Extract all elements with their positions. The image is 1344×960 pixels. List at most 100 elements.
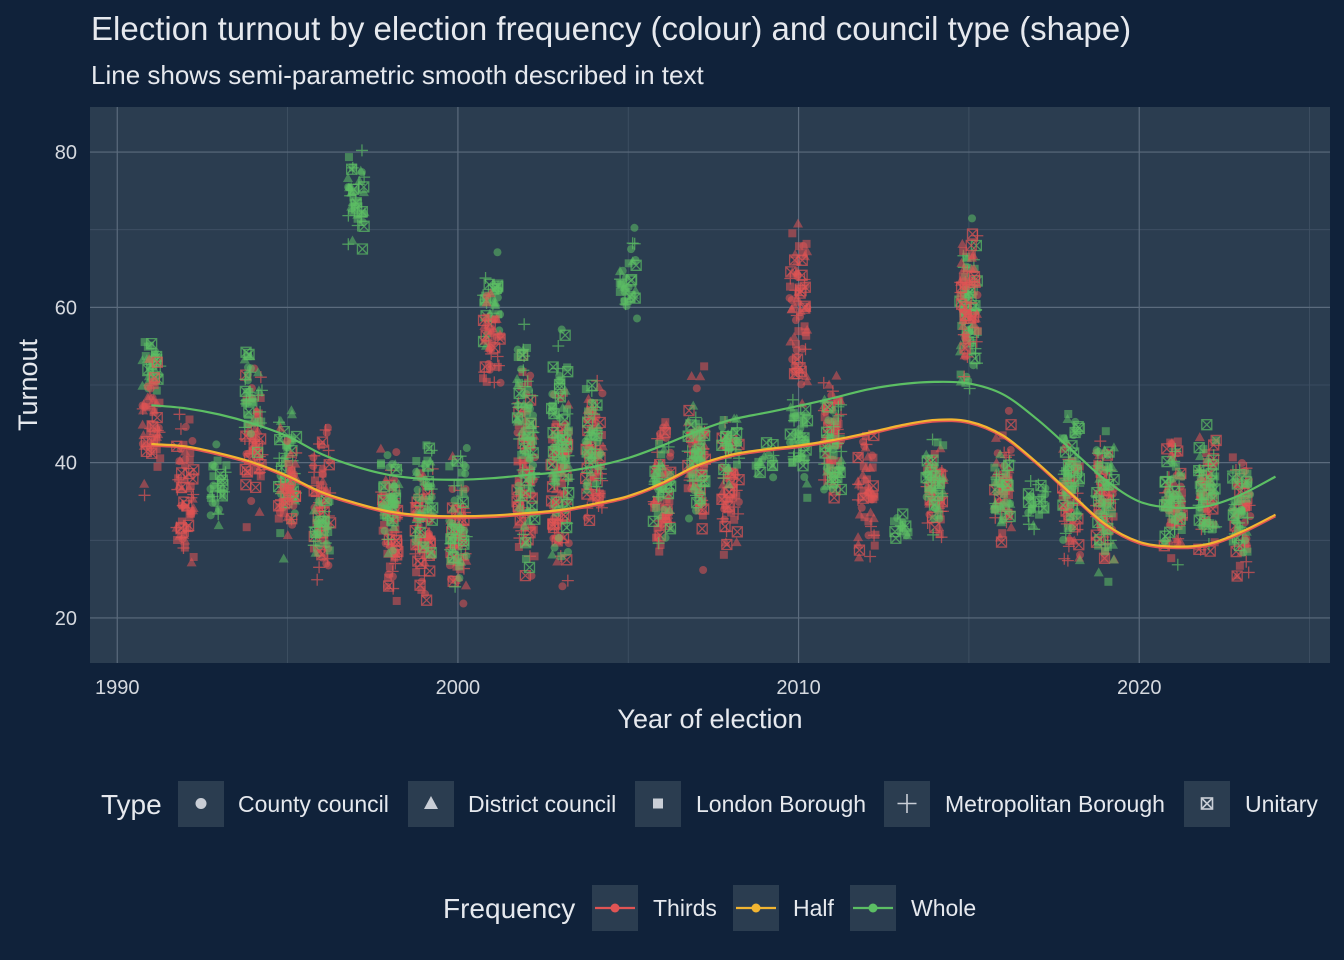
data-point	[515, 487, 524, 496]
data-point	[208, 498, 217, 507]
data-point	[212, 440, 221, 449]
data-point	[687, 470, 696, 479]
data-point	[860, 513, 869, 522]
data-point	[1075, 462, 1084, 471]
data-point	[798, 249, 807, 258]
square-cross-shape-icon	[1200, 797, 1214, 810]
data-point	[149, 405, 160, 415]
data-point	[521, 554, 530, 563]
data-point	[388, 546, 397, 555]
data-point	[181, 423, 190, 432]
data-point	[320, 484, 331, 494]
data-point	[696, 523, 708, 535]
data-point	[652, 537, 665, 550]
data-point	[342, 173, 353, 183]
data-point	[524, 385, 533, 394]
data-point	[445, 462, 454, 471]
data-point	[1101, 427, 1110, 436]
data-point	[792, 218, 803, 228]
data-point	[1175, 491, 1186, 501]
data-point	[517, 450, 526, 459]
data-point	[185, 511, 194, 520]
data-point	[487, 294, 496, 303]
data-point	[1066, 440, 1078, 452]
chart-title: Election turnout by election frequency (…	[91, 10, 1131, 47]
data-point	[313, 561, 326, 574]
data-point	[277, 497, 288, 507]
data-point	[860, 476, 869, 485]
data-point	[290, 446, 303, 459]
data-point	[382, 533, 395, 546]
data-point	[423, 456, 432, 465]
data-point	[1065, 481, 1074, 490]
data-point	[518, 350, 531, 363]
data-point	[1169, 445, 1182, 458]
data-point	[992, 488, 1001, 497]
data-point	[518, 318, 531, 331]
data-point	[718, 423, 727, 432]
data-point	[188, 464, 200, 476]
data-point	[800, 322, 809, 331]
data-point	[1094, 435, 1107, 448]
data-point	[1068, 485, 1077, 494]
data-point	[1091, 447, 1104, 460]
data-point	[523, 473, 534, 483]
data-point	[513, 432, 526, 445]
data-point	[554, 391, 566, 403]
data-point	[308, 449, 321, 462]
data-point	[958, 272, 967, 281]
data-point	[242, 398, 251, 407]
data-point	[1230, 473, 1241, 483]
data-point	[310, 488, 319, 497]
data-point	[972, 308, 983, 318]
data-point	[212, 505, 223, 515]
data-point	[150, 352, 159, 361]
data-point	[389, 495, 398, 504]
data-point	[627, 245, 636, 254]
data-point	[592, 486, 603, 496]
data-point	[633, 314, 642, 323]
data-point	[1227, 509, 1240, 521]
data-point	[1200, 483, 1209, 492]
data-point	[1108, 539, 1119, 549]
data-point	[519, 460, 528, 469]
data-point	[547, 361, 559, 373]
data-point	[562, 366, 574, 378]
data-point	[178, 500, 189, 510]
data-point	[990, 432, 1001, 442]
data-point	[254, 451, 265, 461]
data-point	[588, 427, 597, 436]
data-point	[139, 478, 150, 488]
data-point	[620, 288, 629, 297]
data-point	[859, 462, 868, 471]
data-point	[957, 238, 968, 248]
data-point	[309, 453, 318, 462]
y-axis-label: Turnout	[13, 338, 43, 431]
data-point	[698, 511, 707, 520]
data-point	[831, 417, 840, 426]
data-point	[629, 289, 640, 299]
data-point	[392, 448, 401, 457]
data-point	[548, 407, 560, 420]
data-point	[1193, 442, 1205, 454]
data-point	[733, 460, 742, 469]
data-point	[828, 479, 839, 489]
data-point	[582, 416, 591, 425]
data-point	[461, 463, 470, 472]
data-point	[665, 496, 674, 505]
data-point	[615, 279, 624, 288]
data-point	[317, 440, 326, 449]
data-point	[1061, 554, 1074, 567]
data-point	[512, 519, 523, 529]
data-point	[356, 243, 369, 255]
data-point	[413, 485, 422, 494]
data-point	[529, 461, 538, 470]
data-point	[581, 484, 592, 494]
data-point	[799, 241, 808, 250]
data-point	[651, 472, 664, 485]
data-point	[1230, 506, 1239, 515]
data-point	[284, 459, 293, 468]
data-point	[1101, 487, 1110, 496]
data-point	[1035, 510, 1044, 519]
data-point	[660, 505, 669, 514]
